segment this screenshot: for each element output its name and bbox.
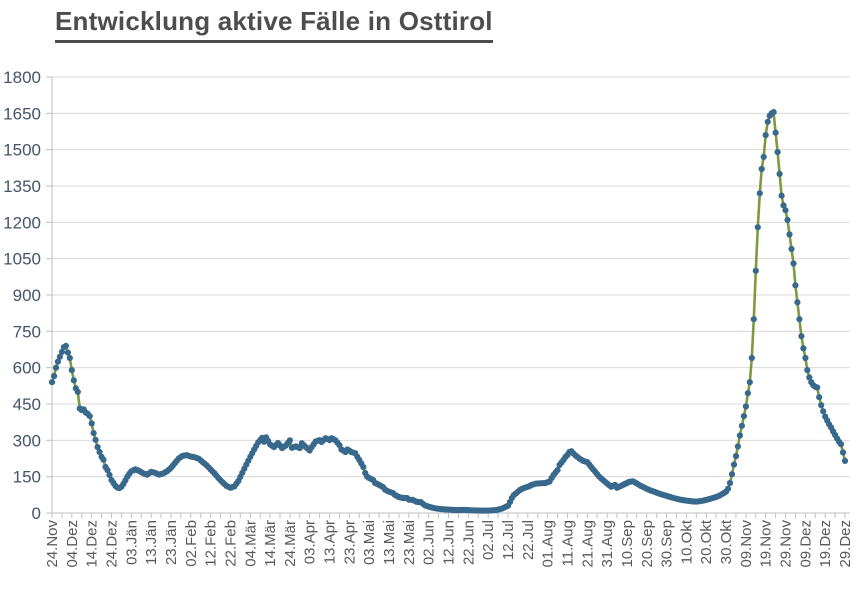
svg-text:03.Jän: 03.Jän — [123, 520, 140, 565]
svg-text:09.Nov: 09.Nov — [738, 520, 755, 568]
svg-text:24.Mär: 24.Mär — [282, 520, 299, 567]
svg-text:02.Feb: 02.Feb — [183, 520, 200, 567]
svg-text:13.Apr: 13.Apr — [322, 520, 339, 564]
svg-text:1650: 1650 — [3, 104, 41, 123]
svg-text:20.Okt: 20.Okt — [698, 519, 715, 564]
svg-text:10.Sep: 10.Sep — [619, 520, 636, 568]
series-markers — [48, 109, 849, 514]
svg-text:11.Aug: 11.Aug — [559, 520, 576, 566]
svg-text:22.Jun: 22.Jun — [460, 520, 477, 565]
svg-text:24.Nov: 24.Nov — [44, 520, 61, 568]
svg-text:29.Nov: 29.Nov — [778, 520, 795, 568]
svg-text:20.Sep: 20.Sep — [639, 520, 656, 568]
svg-text:1050: 1050 — [3, 250, 41, 269]
svg-text:19.Dez: 19.Dez — [817, 520, 834, 568]
chart-title: Entwicklung aktive Fälle in Osttirol — [55, 6, 493, 43]
svg-text:31.Aug: 31.Aug — [599, 520, 616, 568]
svg-text:01.Aug: 01.Aug — [540, 520, 557, 568]
svg-text:23.Mai: 23.Mai — [401, 520, 418, 565]
svg-text:30.Sep: 30.Sep — [659, 520, 676, 568]
svg-text:22.Feb: 22.Feb — [222, 520, 239, 567]
svg-text:150: 150 — [13, 468, 41, 487]
svg-text:0: 0 — [32, 504, 41, 523]
svg-text:600: 600 — [13, 359, 41, 378]
svg-text:750: 750 — [13, 322, 41, 341]
svg-text:14.Dez: 14.Dez — [84, 520, 101, 568]
axis-lines — [51, 77, 850, 518]
svg-text:1500: 1500 — [3, 141, 41, 160]
svg-text:1350: 1350 — [3, 177, 41, 196]
svg-text:13.Jän: 13.Jän — [143, 520, 160, 565]
svg-text:14.Mär: 14.Mär — [262, 520, 279, 567]
svg-text:12.Jul: 12.Jul — [500, 520, 517, 560]
y-axis-labels: 0 150 300 450 600 750 900 1050 1200 1350 1500 1650 1… — [3, 68, 52, 523]
svg-text:12.Jun: 12.Jun — [441, 520, 458, 565]
svg-text:12.Feb: 12.Feb — [203, 520, 220, 567]
svg-text:02.Jun: 02.Jun — [421, 520, 438, 565]
x-axis-ticks — [51, 513, 846, 518]
svg-text:29.Dez: 29.Dez — [837, 520, 854, 568]
svg-text:02.Jul: 02.Jul — [480, 520, 497, 560]
svg-text:10.Okt: 10.Okt — [678, 519, 695, 564]
svg-text:30.Okt: 30.Okt — [718, 519, 735, 564]
svg-text:04.Mär: 04.Mär — [242, 520, 259, 567]
series-line — [50, 110, 847, 512]
svg-text:22.Jul: 22.Jul — [520, 520, 537, 560]
svg-text:21.Aug: 21.Aug — [579, 520, 596, 568]
svg-text:24.Dez: 24.Dez — [103, 520, 120, 568]
svg-text:04.Dez: 04.Dez — [64, 520, 81, 568]
gridlines — [52, 76, 850, 478]
svg-text:23.Apr: 23.Apr — [341, 520, 358, 564]
svg-text:1200: 1200 — [3, 213, 41, 232]
svg-text:23.Jän: 23.Jän — [163, 520, 180, 565]
svg-text:900: 900 — [13, 286, 41, 305]
svg-text:1800: 1800 — [3, 68, 41, 87]
svg-text:09.Dez: 09.Dez — [797, 520, 814, 568]
svg-text:13.Mai: 13.Mai — [381, 520, 398, 565]
svg-text:03.Apr: 03.Apr — [302, 520, 319, 564]
svg-text:19.Nov: 19.Nov — [758, 520, 775, 568]
x-axis-labels: 24.Nov 04.Dez 14.Dez 24.Dez 03.Jän 13.Jän 23.J… — [44, 519, 854, 567]
svg-text:450: 450 — [13, 395, 41, 414]
svg-text:300: 300 — [13, 431, 41, 450]
svg-text:03.Mai: 03.Mai — [361, 520, 378, 565]
